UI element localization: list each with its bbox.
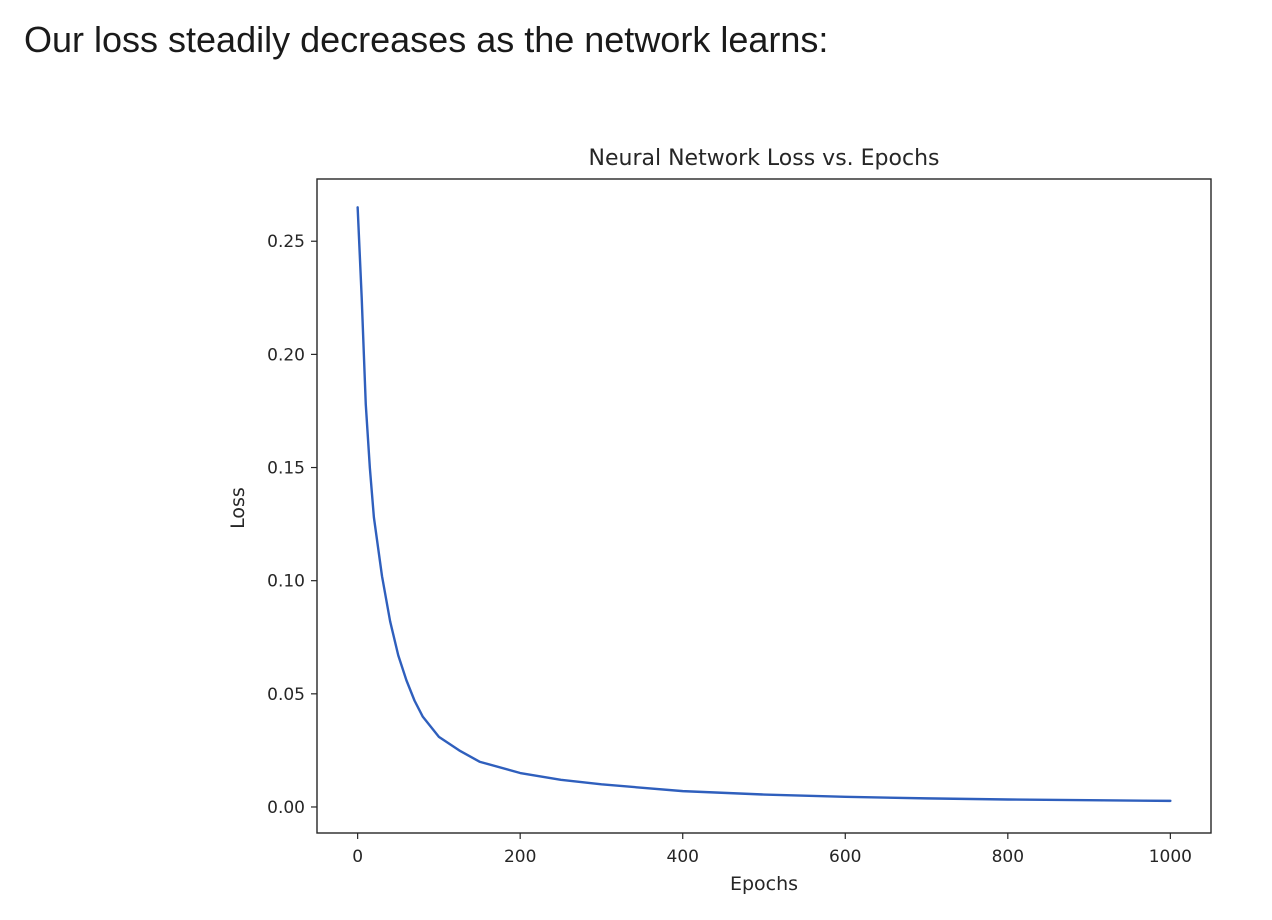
x-axis-label: Epochs — [730, 873, 798, 895]
y-tick-label: 0.05 — [267, 685, 305, 705]
x-tick-label: 1000 — [1149, 847, 1192, 867]
series-line-loss — [356, 206, 1172, 803]
y-tick-label: 0.00 — [267, 798, 305, 818]
y-tick-label: 0.10 — [267, 572, 305, 592]
y-axis-label: Loss — [227, 487, 249, 529]
intro-text: Our loss steadily decreases as the netwo… — [24, 19, 829, 60]
x-tick-label: 600 — [829, 847, 861, 867]
x-axis: 0 200 400 600 800 1000 — [352, 833, 1192, 867]
y-tick-label: 0.25 — [267, 232, 305, 252]
y-tick-label: 0.15 — [267, 459, 305, 479]
chart-title: Neural Network Loss vs. Epochs — [589, 146, 940, 171]
x-tick-label: 800 — [992, 847, 1024, 867]
x-tick-label: 200 — [504, 847, 536, 867]
y-axis: 0.00 0.05 0.10 0.15 0.20 0.25 — [267, 232, 317, 818]
x-tick-label: 400 — [667, 847, 699, 867]
plot-frame — [316, 178, 1212, 834]
x-tick-label: 0 — [352, 847, 363, 867]
y-tick-label: 0.20 — [267, 345, 305, 365]
